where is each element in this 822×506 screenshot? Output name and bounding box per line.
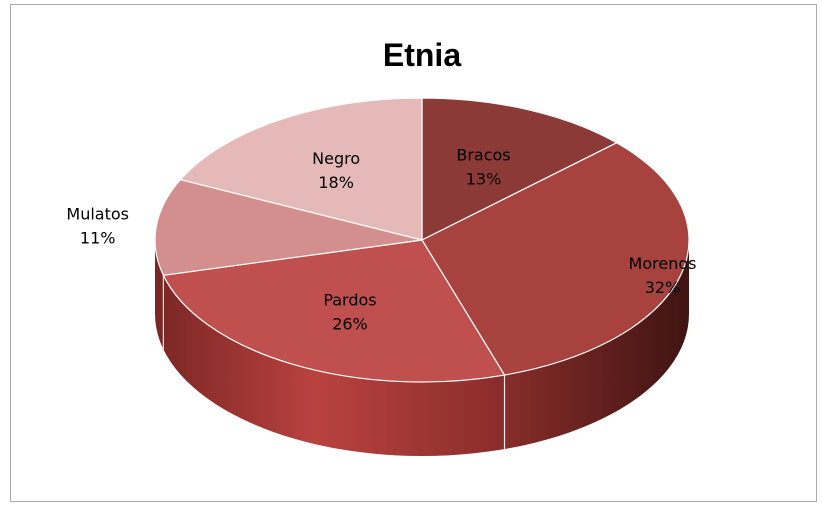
slice-label-category: Mulatos	[66, 205, 129, 224]
pie-slice-mulatos	[154, 178, 423, 276]
slice-label-category: Morenos	[629, 254, 697, 273]
pie-top	[154, 97, 690, 383]
slice-label-percent: 11%	[80, 229, 116, 248]
slice-label-category: Negro	[312, 149, 360, 168]
slice-label-percent: 26%	[332, 315, 368, 334]
slice-label-category: Pardos	[323, 291, 376, 310]
pie-slice-morenos	[421, 142, 690, 376]
pie-slice-pardos	[162, 239, 506, 383]
pie-slice-negro	[179, 97, 423, 241]
chart-title: Etnia	[383, 37, 461, 73]
slice-label-percent: 32%	[645, 278, 681, 297]
pie-side	[155, 240, 689, 456]
slice-label-percent: 13%	[466, 169, 502, 188]
slice-labels: Bracos 13% Morenos 32% Pardos 26% Mulatos 11% Ne…	[66, 145, 696, 333]
slice-label-category: Bracos	[456, 145, 510, 164]
pie-slice-bracos	[421, 97, 618, 241]
pie-side-wall	[155, 240, 689, 456]
slice-label-percent: 18%	[318, 173, 354, 192]
